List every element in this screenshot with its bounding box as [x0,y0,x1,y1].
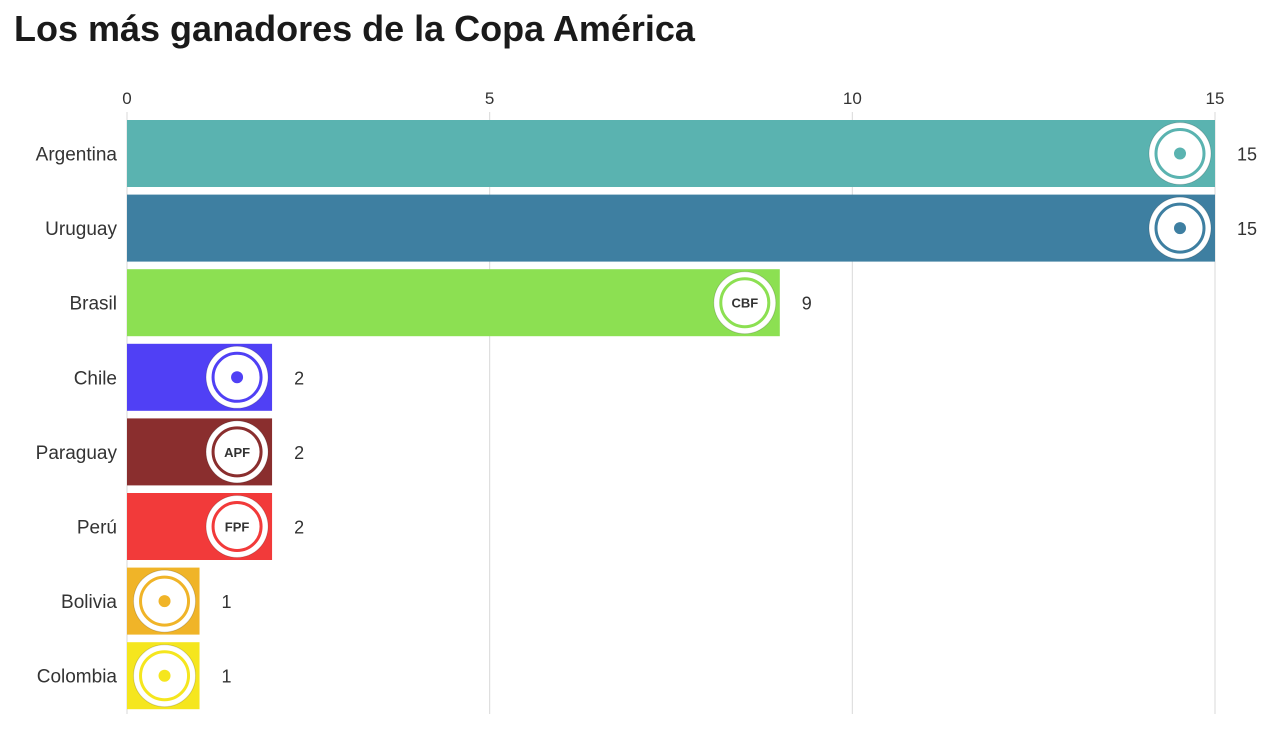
bar-argentina [127,120,1215,187]
chart-title: Los más ganadores de la Copa América [14,8,695,49]
ffch-crest-icon [205,345,269,409]
value-label: 15 [1237,219,1257,239]
value-labels: 15 15 9 2 2 2 1 1 [222,145,1257,687]
bars: CBF APF FPF [127,120,1215,710]
afa-crest-icon [1148,122,1212,185]
apf-crest-icon: APF [205,420,269,484]
x-tick-label: 5 [485,89,494,108]
x-tick-label: 15 [1206,89,1225,108]
fbf-crest-icon [133,569,197,633]
category-label: Chile [74,368,117,389]
category-labels: Argentina Uruguay Brasil Chile Paraguay Perú B… [36,145,118,688]
cbf-crest-icon: CBF [713,271,777,335]
value-label: 1 [222,667,232,687]
value-label: 15 [1237,145,1257,165]
category-label: Bolivia [61,592,117,613]
bar-brasil [127,269,780,337]
value-label: 9 [802,294,812,314]
category-label: Brasil [69,294,117,315]
x-tick-label: 10 [843,89,862,108]
x-tick-label: 0 [122,89,131,108]
fpf-crest-icon: FPF [205,495,269,558]
value-label: 2 [294,443,304,463]
value-label: 2 [294,518,304,538]
category-label: Uruguay [45,219,117,240]
bar-uruguay [127,194,1215,262]
value-label: 1 [222,592,232,612]
x-axis-ticks: 0 5 10 15 [122,89,1224,108]
svg-text:FPF: FPF [225,520,250,535]
value-label: 2 [294,368,304,388]
fcf-crest-icon [133,644,197,708]
svg-text:CBF: CBF [731,296,758,311]
category-label: Colombia [37,667,118,688]
category-label: Perú [77,518,117,539]
category-label: Paraguay [36,443,118,464]
auf-crest-icon [1148,196,1212,260]
svg-text:APF: APF [224,445,250,460]
category-label: Argentina [36,145,118,166]
